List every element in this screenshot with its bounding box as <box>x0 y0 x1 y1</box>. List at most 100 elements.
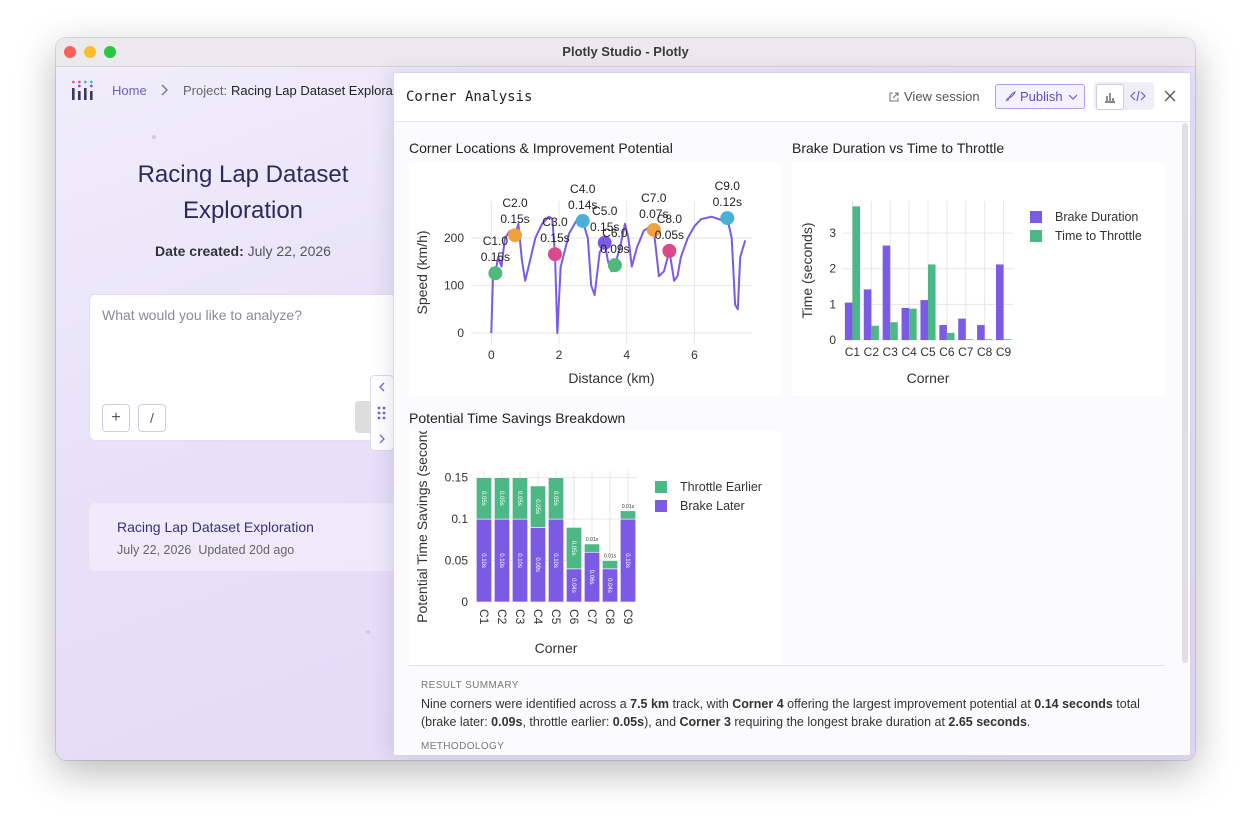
x-tick-label: C5 <box>920 345 936 359</box>
x-tick-label: C5 <box>549 609 563 625</box>
panel-title: Corner Analysis <box>406 89 533 105</box>
decor <box>152 135 156 139</box>
close-dot[interactable] <box>64 46 76 58</box>
scrollbar[interactable] <box>1182 123 1188 663</box>
value-label: 0.05s <box>552 491 558 506</box>
corner-marker <box>575 213 590 228</box>
corner-marker <box>488 266 503 281</box>
view-session[interactable]: View session <box>904 89 980 104</box>
date-label: Date created: <box>155 243 244 259</box>
bar <box>1003 339 1012 340</box>
date: July 22, 2026 <box>247 243 331 259</box>
minimize-dot[interactable] <box>84 46 96 58</box>
corner-saving: 0.14s <box>568 198 597 212</box>
y-tick-label: 100 <box>444 279 464 293</box>
title-bar: Plotly Studio - Plotly <box>56 38 1195 67</box>
value-label: 0.05s <box>516 491 522 506</box>
chart-title: Potential Time Savings Breakdown <box>409 410 626 426</box>
bar <box>909 308 917 340</box>
y-tick-label: 3 <box>829 226 836 240</box>
summary-segment: , throttle earlier: <box>522 715 613 729</box>
corner-saving: 0.15s <box>590 220 619 234</box>
value-label: 0.10s <box>624 553 630 568</box>
value-label: 0.01s <box>604 554 617 560</box>
divider <box>409 665 1165 666</box>
x-tick-label: C3 <box>883 345 899 359</box>
bar-segment <box>548 477 564 520</box>
x-tick-label: 0 <box>488 348 495 362</box>
bar <box>977 325 985 340</box>
breadcrumb-project[interactable]: Racing Lap Dataset Exploration <box>231 83 414 98</box>
y-tick-label: 2 <box>829 262 836 276</box>
resize-handle[interactable] <box>370 375 394 451</box>
summary-segment: offering the largest improvement potenti… <box>783 697 1035 711</box>
corner-marker <box>662 243 677 258</box>
home-link[interactable]: Home <box>112 83 147 98</box>
add-button[interactable]: + <box>102 404 130 432</box>
publish-button[interactable]: Publish <box>995 84 1085 109</box>
x-tick-label: C9 <box>621 609 635 625</box>
caret <box>1068 94 1078 100</box>
x-tick-label: 6 <box>691 348 698 362</box>
prompt-box[interactable]: What would you like to analyze? + / <box>89 294 421 441</box>
breadcrumb-label: Project: <box>183 83 228 98</box>
bar <box>871 325 879 340</box>
summary-segment: 0.09s <box>491 715 523 729</box>
bar-segment <box>476 477 492 520</box>
window-title: Plotly Studio - Plotly <box>562 44 689 59</box>
y-tick-label: 0 <box>829 333 836 347</box>
y-tick-label: 0 <box>461 595 468 609</box>
recent-title: Racing Lap Dataset Exploration <box>117 519 314 535</box>
corner-marker <box>508 228 523 243</box>
zoom-dot[interactable] <box>104 46 116 58</box>
corner-label: C3.0 <box>542 215 568 229</box>
bar <box>844 302 853 340</box>
corner-label: C7.0 <box>641 191 667 205</box>
slash-button[interactable]: / <box>138 404 166 432</box>
legend-label: Throttle Earlier <box>680 480 762 494</box>
bar-segment <box>566 527 582 570</box>
chart-view-button[interactable] <box>1096 84 1124 110</box>
x-axis-title: Corner <box>535 640 578 656</box>
x-tick-label: C3 <box>513 609 527 625</box>
y-tick-label: 200 <box>444 231 464 245</box>
legend-label: Brake Duration <box>1055 210 1138 224</box>
value-label: 0.05s <box>534 499 540 514</box>
value-label: 0.10s <box>516 553 522 568</box>
x-tick-label: 2 <box>556 348 563 362</box>
legend-swatch <box>1030 211 1042 223</box>
bar <box>946 332 955 340</box>
code-icon[interactable] <box>1130 90 1146 102</box>
analysis-panel: Corner Analysis View session Publish Cor… <box>393 72 1191 756</box>
summary-segment: . <box>1026 715 1031 729</box>
legend-swatch <box>1030 230 1042 242</box>
x-tick-label: C7 <box>958 345 974 359</box>
summary-text: Nine corners were identified across a 7.… <box>421 695 1166 731</box>
corner-saving: 0.15s <box>481 250 510 264</box>
summary-segment: 2.65 seconds <box>948 715 1027 729</box>
close-button[interactable] <box>1164 90 1176 102</box>
value-label: 0.10s <box>480 553 486 568</box>
corner-label: C9.0 <box>715 179 741 193</box>
x-tick-label: C4 <box>901 345 917 359</box>
chevron <box>161 84 168 96</box>
y-tick-label: 0.1 <box>451 512 468 526</box>
corner-label: C6.0 <box>602 226 628 240</box>
bar <box>890 322 898 340</box>
summary-segment: 7.5 km <box>630 697 670 711</box>
recent-card[interactable]: Racing Lap Dataset Exploration July 22, … <box>89 503 419 571</box>
corner-marker <box>597 235 612 250</box>
logo <box>71 80 93 100</box>
bar <box>939 325 947 340</box>
corner-saving: 0.15s <box>500 212 529 226</box>
x-tick-label: C9 <box>996 345 1012 359</box>
y-axis-title: Potential Time Savings (seconds) <box>414 431 430 623</box>
value-label: 0.05s <box>480 491 486 506</box>
bar-icon <box>1105 93 1115 103</box>
y-tick-label: 1 <box>829 297 836 311</box>
corner-marker <box>607 258 622 273</box>
x-tick-label: C1 <box>477 609 491 625</box>
summary-heading: RESULT SUMMARY <box>421 680 519 691</box>
value-label: 0.05s <box>570 541 576 556</box>
